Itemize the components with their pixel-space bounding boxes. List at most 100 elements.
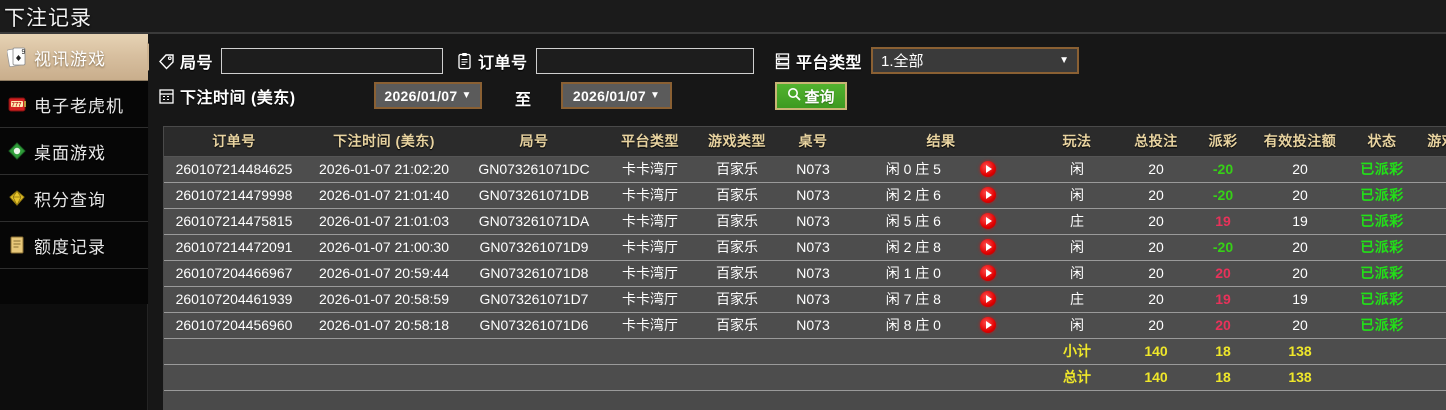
cell-platform: 卡卡湾厅 bbox=[604, 182, 696, 209]
column-header-valid-bet[interactable]: 有效投注额 bbox=[1254, 127, 1346, 157]
column-header-platform[interactable]: 平台类型 bbox=[604, 127, 696, 157]
cell-platform: 卡卡湾厅 bbox=[604, 234, 696, 261]
main-panel: 局号 订单号 bbox=[149, 34, 1446, 410]
summary-payout: 18 bbox=[1192, 338, 1254, 365]
cell-result: 闲 5 庄 6 bbox=[848, 208, 1034, 235]
tag-icon bbox=[158, 53, 175, 70]
cell-round-no: GN073261071D8 bbox=[464, 260, 604, 287]
summary-valid-bet: 138 bbox=[1254, 338, 1346, 365]
bet-time-to-datepicker[interactable]: 2026/01/07 ▼ bbox=[561, 82, 672, 109]
sidebar-filler bbox=[0, 304, 148, 410]
query-button[interactable]: 查询 bbox=[775, 82, 847, 110]
column-header-payout[interactable]: 派彩 bbox=[1192, 127, 1254, 157]
column-header-total-bet[interactable]: 总投注 bbox=[1120, 127, 1192, 157]
sidebar-item-table-games[interactable]: 桌面游戏 bbox=[0, 128, 148, 175]
table-row[interactable]: 260107204466967 2026-01-07 20:59:44 GN0732… bbox=[164, 260, 1446, 287]
sidebar-item-live-casino[interactable]: 9 视讯游戏 bbox=[0, 34, 161, 81]
table-header-row: 订单号 下注时间 (美东) 局号 平台类型 游戏类型 桌号 结果 玩法 总投注 … bbox=[164, 127, 1446, 157]
column-header-status[interactable]: 状态 bbox=[1346, 127, 1418, 157]
cell-game-mode: - bbox=[1418, 182, 1446, 209]
cell-play: 闲 bbox=[1034, 234, 1120, 261]
cell-game-type: 百家乐 bbox=[696, 208, 778, 235]
summary-spacer bbox=[1346, 338, 1446, 365]
cell-platform: 卡卡湾厅 bbox=[604, 286, 696, 313]
result-text: 闲 5 庄 6 bbox=[885, 213, 941, 229]
cell-table-no: N073 bbox=[778, 260, 848, 287]
slot-machine-icon: 777 bbox=[0, 94, 34, 114]
cell-order-no: 260107214479998 bbox=[164, 182, 304, 209]
table-row[interactable]: 260107204456960 2026-01-07 20:58:18 GN0732… bbox=[164, 312, 1446, 339]
cell-game-mode: - bbox=[1418, 156, 1446, 183]
yellow-diamond-icon bbox=[0, 188, 34, 208]
round-no-field-group: 局号 bbox=[158, 48, 444, 74]
cell-order-no: 260107214484625 bbox=[164, 156, 304, 183]
sidebar-item-slots[interactable]: 777 电子老虎机 bbox=[0, 81, 148, 128]
column-header-game-mode[interactable]: 游戏模 bbox=[1418, 127, 1446, 157]
result-text: 闲 1 庄 0 bbox=[885, 265, 941, 281]
cell-status: 已派彩 bbox=[1346, 208, 1418, 235]
cell-status: 已派彩 bbox=[1346, 286, 1418, 313]
cell-round-no: GN073261071DA bbox=[464, 208, 604, 235]
column-header-play[interactable]: 玩法 bbox=[1034, 127, 1120, 157]
cell-valid-bet: 20 bbox=[1254, 312, 1346, 339]
cell-result: 闲 2 庄 8 bbox=[848, 234, 1034, 261]
play-replay-icon[interactable] bbox=[980, 265, 997, 281]
cell-game-type: 百家乐 bbox=[696, 286, 778, 313]
column-header-bet-time[interactable]: 下注时间 (美东) bbox=[304, 127, 464, 157]
table-row[interactable]: 260107214472091 2026-01-07 21:00:30 GN0732… bbox=[164, 234, 1446, 261]
order-no-input[interactable] bbox=[535, 48, 754, 74]
cell-game-type: 百家乐 bbox=[696, 234, 778, 261]
cell-result: 闲 1 庄 0 bbox=[848, 260, 1034, 287]
cell-play: 庄 bbox=[1034, 208, 1120, 235]
cell-status: 已派彩 bbox=[1346, 156, 1418, 183]
play-replay-icon[interactable] bbox=[980, 161, 997, 177]
cell-play: 闲 bbox=[1034, 156, 1120, 183]
table-row[interactable]: 260107214475815 2026-01-07 21:01:03 GN0732… bbox=[164, 208, 1446, 235]
table-row[interactable]: 260107214484625 2026-01-07 21:02:20 GN0732… bbox=[164, 156, 1446, 183]
column-header-order-no[interactable]: 订单号 bbox=[164, 127, 304, 157]
column-header-game-type[interactable]: 游戏类型 bbox=[696, 127, 778, 157]
sidebar-item-credit-record[interactable]: 额度记录 bbox=[0, 222, 148, 269]
play-replay-icon[interactable] bbox=[980, 213, 997, 229]
cell-order-no: 260107204456960 bbox=[164, 312, 304, 339]
column-header-table-no[interactable]: 桌号 bbox=[778, 127, 848, 157]
play-replay-icon[interactable] bbox=[980, 291, 997, 307]
sidebar-item-label: 积分查询 bbox=[34, 190, 106, 210]
cell-bet-time: 2026-01-07 21:02:20 bbox=[304, 156, 464, 183]
play-replay-icon[interactable] bbox=[980, 317, 997, 333]
summary-total-bet: 140 bbox=[1120, 364, 1192, 391]
cell-bet-time: 2026-01-07 21:01:03 bbox=[304, 208, 464, 235]
cell-play: 闲 bbox=[1034, 260, 1120, 287]
search-icon bbox=[787, 87, 801, 106]
cell-total-bet: 20 bbox=[1120, 182, 1192, 209]
platform-type-select[interactable]: 1.全部 ▼ bbox=[871, 47, 1080, 74]
summary-label: 小计 bbox=[1034, 338, 1120, 365]
bet-time-from-value: 2026/01/07 bbox=[384, 87, 458, 104]
summary-spacer bbox=[164, 338, 1034, 365]
cell-order-no: 260107204466967 bbox=[164, 260, 304, 287]
svg-text:9: 9 bbox=[22, 49, 26, 56]
round-no-input[interactable] bbox=[221, 48, 444, 74]
bet-records-table-wrapper: 订单号 下注时间 (美东) 局号 平台类型 游戏类型 桌号 结果 玩法 总投注 … bbox=[163, 126, 1446, 410]
play-replay-icon[interactable] bbox=[980, 239, 997, 255]
date-range-separator: 至 bbox=[515, 92, 532, 109]
bet-time-from-datepicker[interactable]: 2026/01/07 ▼ bbox=[374, 82, 482, 109]
play-replay-icon[interactable] bbox=[980, 187, 997, 203]
sidebar: 9 视讯游戏 777 电子老虎机 bbox=[0, 34, 161, 410]
column-header-result[interactable]: 结果 bbox=[848, 127, 1034, 157]
cell-total-bet: 20 bbox=[1120, 260, 1192, 287]
cell-round-no: GN073261071D9 bbox=[464, 234, 604, 261]
bet-time-to-value: 2026/01/07 bbox=[572, 87, 646, 104]
summary-payout: 18 bbox=[1192, 364, 1254, 391]
playing-cards-icon: 9 bbox=[0, 46, 34, 68]
cell-game-type: 百家乐 bbox=[696, 312, 778, 339]
cell-table-no: N073 bbox=[778, 286, 848, 313]
sidebar-item-points-query[interactable]: 积分查询 bbox=[0, 175, 148, 222]
table-row[interactable]: 260107214479998 2026-01-07 21:01:40 GN0732… bbox=[164, 182, 1446, 209]
column-header-round-no[interactable]: 局号 bbox=[464, 127, 604, 157]
cell-payout: -20 bbox=[1192, 182, 1254, 209]
sidebar-item-label: 额度记录 bbox=[34, 237, 106, 257]
table-row[interactable]: 260107204461939 2026-01-07 20:58:59 GN0732… bbox=[164, 286, 1446, 313]
bet-records-table: 订单号 下注时间 (美东) 局号 平台类型 游戏类型 桌号 结果 玩法 总投注 … bbox=[164, 127, 1446, 391]
